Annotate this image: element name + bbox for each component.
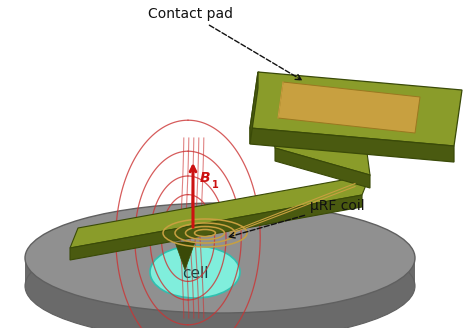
Polygon shape — [175, 242, 195, 270]
Polygon shape — [25, 258, 415, 286]
Polygon shape — [250, 72, 258, 144]
Text: Contact pad: Contact pad — [148, 7, 301, 80]
Polygon shape — [275, 148, 370, 188]
Ellipse shape — [25, 231, 415, 328]
Polygon shape — [258, 72, 370, 175]
Text: B: B — [200, 171, 211, 185]
Text: cell: cell — [182, 266, 208, 281]
Text: 1: 1 — [212, 180, 219, 190]
Polygon shape — [70, 175, 370, 248]
Ellipse shape — [150, 246, 240, 298]
Polygon shape — [70, 195, 362, 260]
Polygon shape — [250, 128, 454, 162]
Ellipse shape — [25, 203, 415, 313]
Polygon shape — [250, 72, 462, 146]
Text: μRF coil: μRF coil — [229, 199, 365, 238]
Polygon shape — [278, 82, 420, 133]
